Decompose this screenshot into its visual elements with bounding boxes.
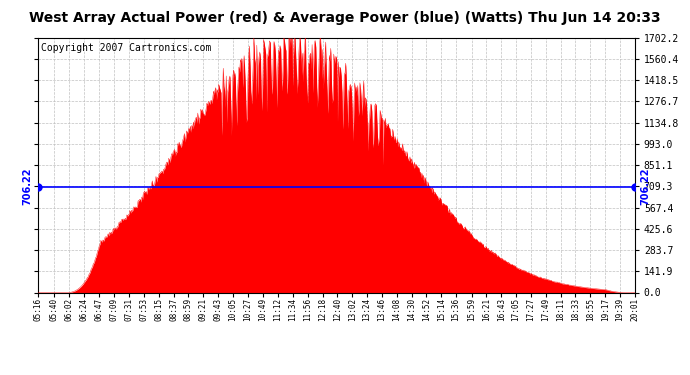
Text: 706.22: 706.22 [641,168,651,206]
Text: Copyright 2007 Cartronics.com: Copyright 2007 Cartronics.com [41,43,211,52]
Text: 706.22: 706.22 [22,168,32,206]
Text: West Array Actual Power (red) & Average Power (blue) (Watts) Thu Jun 14 20:33: West Array Actual Power (red) & Average … [29,11,661,25]
